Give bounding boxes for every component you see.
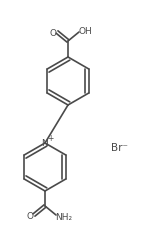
Text: N: N [42,139,48,148]
Text: O: O [27,212,33,221]
Text: OH: OH [78,27,92,36]
Text: O: O [49,28,57,37]
Text: +: + [47,134,53,143]
Text: Br⁻: Br⁻ [112,142,128,152]
Text: NH₂: NH₂ [55,213,73,222]
